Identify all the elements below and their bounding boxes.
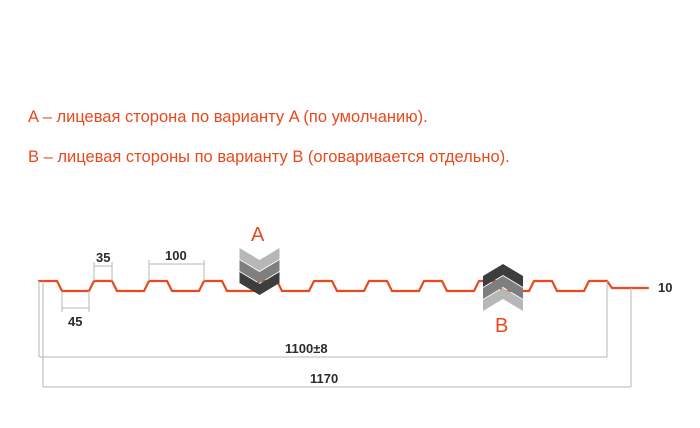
svg-text:35: 35 — [96, 250, 110, 265]
svg-text:10: 10 — [658, 280, 672, 295]
svg-text:1100±8: 1100±8 — [285, 341, 328, 356]
svg-text:45: 45 — [68, 314, 82, 329]
svg-text:A: A — [251, 224, 265, 246]
svg-text:1170: 1170 — [310, 371, 338, 386]
svg-text:100: 100 — [165, 248, 187, 263]
svg-text:B: B — [495, 315, 508, 337]
